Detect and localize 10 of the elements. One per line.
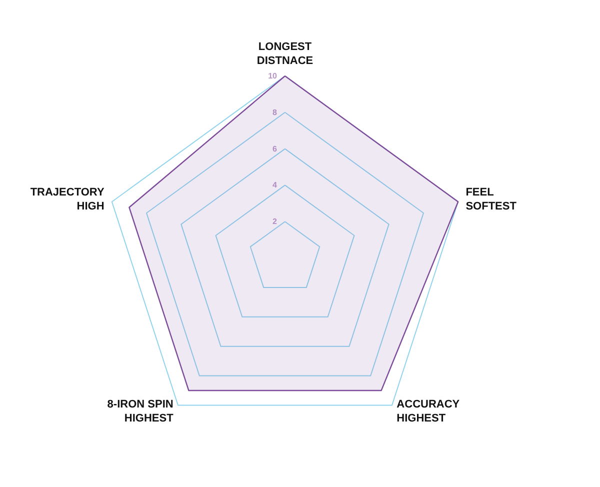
y-tick-label: 6 — [272, 144, 278, 154]
y-tick-label: 8 — [272, 108, 278, 117]
y-tick-label: 2 — [272, 217, 278, 226]
spoke-label: TRAJECTORY HIGH — [30, 186, 105, 212]
y-tick-label: 10 — [268, 72, 278, 80]
spoke-label: 8-IRON SPIN HIGHEST — [107, 398, 174, 425]
spoke-label: FEEL SOFTEST — [466, 186, 517, 212]
spoke-label: ACCURACY HIGHEST — [396, 398, 460, 425]
spoke-label: LONGEST DISTNACE — [256, 41, 314, 67]
y-tick-label: 4 — [272, 180, 278, 190]
